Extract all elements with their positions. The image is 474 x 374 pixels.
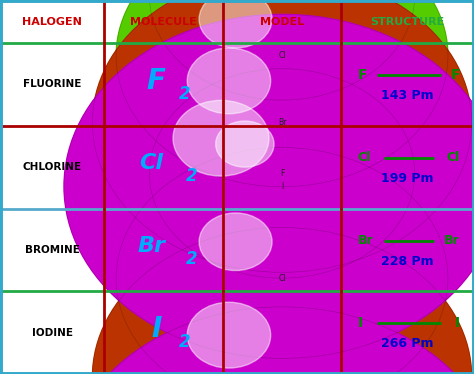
- Text: Br: Br: [358, 234, 374, 247]
- Text: Cl: Cl: [140, 153, 164, 174]
- Circle shape: [199, 213, 272, 270]
- Circle shape: [187, 302, 271, 368]
- Text: STRUCTURE: STRUCTURE: [371, 16, 445, 27]
- Circle shape: [92, 0, 472, 272]
- Circle shape: [187, 48, 271, 114]
- Circle shape: [216, 121, 274, 167]
- Text: Cl: Cl: [278, 51, 286, 60]
- Text: F: F: [358, 68, 367, 82]
- Text: BROMINE: BROMINE: [25, 245, 80, 255]
- Text: 143 Pm: 143 Pm: [381, 89, 434, 102]
- Circle shape: [116, 147, 448, 374]
- Text: Cl: Cl: [278, 274, 286, 283]
- Text: Cl: Cl: [358, 151, 371, 164]
- Text: I: I: [358, 316, 363, 330]
- Text: IODINE: IODINE: [32, 328, 73, 338]
- Text: CHLORINE: CHLORINE: [23, 162, 82, 172]
- Text: FLUORINE: FLUORINE: [23, 79, 82, 89]
- Text: I: I: [281, 182, 283, 191]
- Text: I: I: [455, 316, 460, 330]
- Circle shape: [92, 227, 472, 374]
- Text: I: I: [151, 315, 162, 343]
- Circle shape: [64, 14, 474, 358]
- Text: 228 Pm: 228 Pm: [381, 255, 434, 268]
- Text: Br: Br: [137, 236, 166, 256]
- Text: 266 Pm: 266 Pm: [382, 337, 434, 350]
- Circle shape: [64, 307, 474, 374]
- Text: Cl: Cl: [447, 151, 460, 164]
- Text: HALOGEN: HALOGEN: [22, 16, 82, 27]
- Text: 2: 2: [179, 85, 191, 103]
- Text: MODEL: MODEL: [260, 16, 304, 27]
- Text: Br: Br: [278, 373, 286, 374]
- Text: F: F: [450, 68, 460, 82]
- Text: MOLECULE: MOLECULE: [130, 16, 197, 27]
- Circle shape: [116, 0, 448, 187]
- Circle shape: [199, 0, 272, 48]
- Circle shape: [149, 0, 415, 100]
- Text: 2: 2: [179, 333, 191, 351]
- Text: Br: Br: [278, 118, 286, 127]
- Circle shape: [173, 100, 269, 176]
- Text: F: F: [280, 169, 284, 178]
- Text: 2: 2: [186, 168, 198, 186]
- Text: Br: Br: [444, 234, 460, 247]
- Text: 2: 2: [186, 250, 198, 268]
- Text: F: F: [147, 67, 166, 95]
- Text: 199 Pm: 199 Pm: [382, 172, 434, 185]
- Circle shape: [149, 69, 415, 278]
